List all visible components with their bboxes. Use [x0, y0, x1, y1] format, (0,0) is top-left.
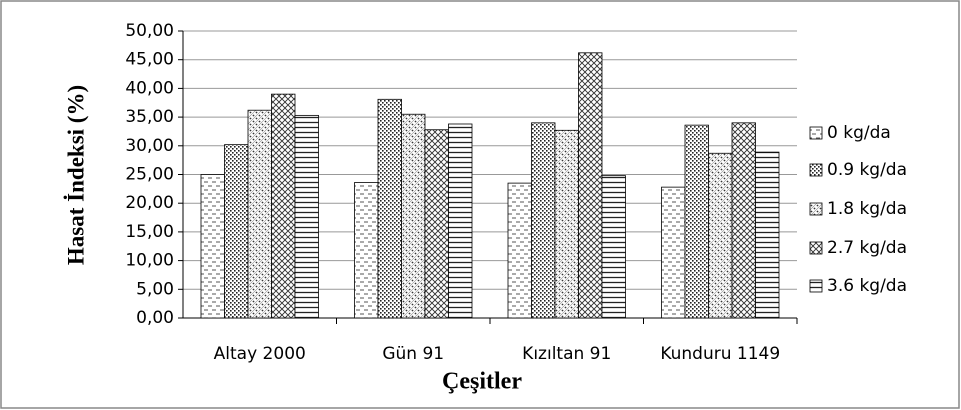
y-tick-label: 15,00	[125, 222, 174, 242]
bar	[401, 113, 426, 319]
legend-swatch	[809, 163, 823, 177]
y-tick-label: 45,00	[125, 50, 174, 70]
legend-swatch	[809, 241, 823, 255]
bar	[755, 151, 780, 319]
y-axis-title: Hasat İndeksi (%)	[63, 85, 88, 265]
bar	[200, 174, 225, 319]
x-tick-label: Gün 91	[382, 344, 444, 364]
bar	[448, 123, 473, 319]
y-tick-label: 25,00	[125, 165, 174, 185]
bar	[354, 182, 379, 319]
y-tick-label: 0,00	[136, 308, 174, 328]
legend-swatch	[809, 279, 823, 293]
bar	[578, 52, 603, 319]
bar	[507, 182, 532, 319]
y-tick-label: 30,00	[125, 136, 174, 156]
bar	[708, 152, 733, 319]
x-tick-label: Kızıltan 91	[522, 344, 611, 364]
y-tick-label: 5,00	[136, 279, 174, 299]
legend-label: 3.6 kg/da	[827, 276, 907, 296]
bar	[661, 186, 686, 319]
bar	[271, 93, 296, 319]
bar	[554, 129, 579, 319]
x-axis-title: Çeşitler	[442, 369, 522, 395]
bar	[684, 124, 709, 319]
legend-label: 1.8 kg/da	[827, 199, 907, 219]
legend-label: 0 kg/da	[827, 123, 891, 143]
bar	[247, 109, 272, 319]
bar	[224, 144, 249, 319]
x-tick-label: Altay 2000	[214, 344, 306, 364]
legend-label: 2.7 kg/da	[827, 238, 907, 258]
bar	[601, 175, 626, 319]
legend-swatch	[809, 202, 823, 216]
bar	[731, 122, 756, 319]
y-tick-label: 35,00	[125, 107, 174, 127]
y-tick-label: 40,00	[125, 78, 174, 98]
bar	[377, 98, 402, 319]
bar	[424, 129, 449, 319]
x-tick-label: Kunduru 1149	[660, 344, 780, 364]
y-tick-label: 20,00	[125, 193, 174, 213]
y-tick-label: 50,00	[125, 21, 174, 41]
legend-label: 0.9 kg/da	[827, 160, 907, 180]
legend-swatch	[809, 126, 823, 140]
bar	[294, 114, 319, 319]
y-tick-label: 10,00	[125, 251, 174, 271]
bar	[531, 122, 556, 319]
